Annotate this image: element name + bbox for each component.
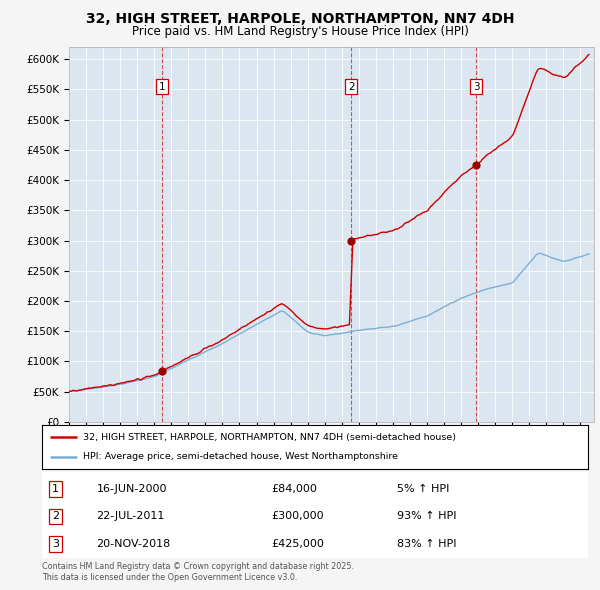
Text: 32, HIGH STREET, HARPOLE, NORTHAMPTON, NN7 4DH: 32, HIGH STREET, HARPOLE, NORTHAMPTON, N… (86, 12, 514, 26)
Text: Contains HM Land Registry data © Crown copyright and database right 2025.
This d: Contains HM Land Registry data © Crown c… (42, 562, 354, 582)
Text: £300,000: £300,000 (271, 512, 324, 522)
Text: 1: 1 (159, 81, 166, 91)
Text: 3: 3 (473, 81, 479, 91)
Text: 32, HIGH STREET, HARPOLE, NORTHAMPTON, NN7 4DH (semi-detached house): 32, HIGH STREET, HARPOLE, NORTHAMPTON, N… (83, 432, 456, 442)
Text: 22-JUL-2011: 22-JUL-2011 (97, 512, 165, 522)
Text: 2: 2 (348, 81, 355, 91)
Text: £425,000: £425,000 (271, 539, 324, 549)
Text: 83% ↑ HPI: 83% ↑ HPI (397, 539, 457, 549)
Text: 1: 1 (52, 484, 59, 494)
Text: 20-NOV-2018: 20-NOV-2018 (97, 539, 171, 549)
Point (157, 366, 167, 376)
Text: HPI: Average price, semi-detached house, West Northamptonshire: HPI: Average price, semi-detached house,… (83, 452, 398, 461)
Text: 2: 2 (52, 512, 59, 522)
Text: 16-JUN-2000: 16-JUN-2000 (97, 484, 167, 494)
Text: 5% ↑ HPI: 5% ↑ HPI (397, 484, 449, 494)
Text: 3: 3 (52, 539, 59, 549)
Text: £84,000: £84,000 (271, 484, 317, 494)
Point (346, 236, 356, 245)
Point (472, 160, 481, 170)
Text: Price paid vs. HM Land Registry's House Price Index (HPI): Price paid vs. HM Land Registry's House … (131, 25, 469, 38)
Text: 93% ↑ HPI: 93% ↑ HPI (397, 512, 457, 522)
